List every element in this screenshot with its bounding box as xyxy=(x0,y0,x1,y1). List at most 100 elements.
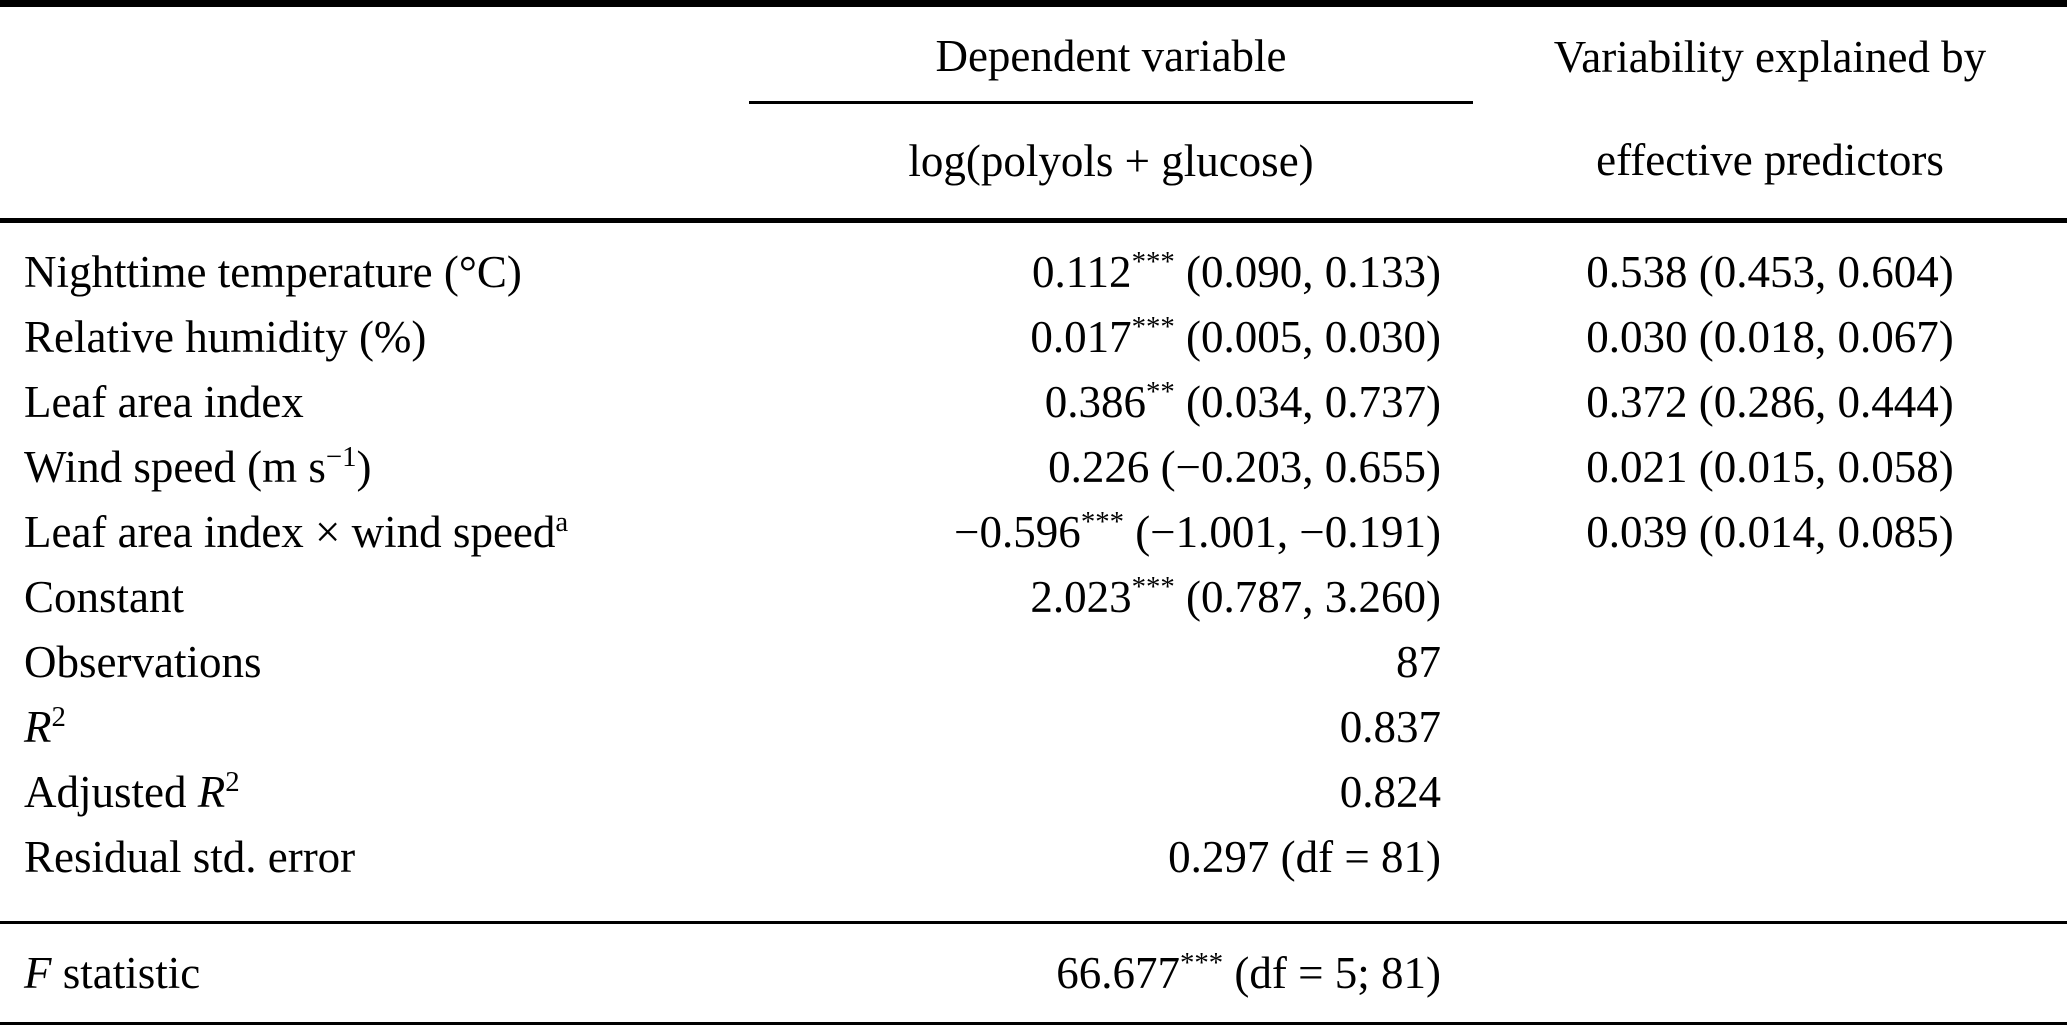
text: −0.596 xyxy=(954,506,1081,557)
text: Relative humidity (%) xyxy=(24,311,427,362)
text: 0.837 xyxy=(1339,701,1441,752)
text: 0.372 (0.286, 0.444) xyxy=(1586,376,1954,427)
text: 0.112 xyxy=(1031,246,1132,297)
coefficient-cell: 0.017*** (0.005, 0.030) xyxy=(749,304,1473,369)
row-label-cell: Residual std. error xyxy=(0,824,749,924)
text: 0.039 (0.014, 0.085) xyxy=(1586,506,1954,557)
header-empty-cell xyxy=(0,4,749,103)
row-label-cell: Leaf area index × wind speeda xyxy=(0,499,749,564)
text: 0.824 xyxy=(1339,766,1441,817)
variability-cell xyxy=(1473,759,2067,824)
table-footer: F statistic 66.677*** (df = 5; 81) xyxy=(0,923,2067,1025)
superscript: 2 xyxy=(51,700,66,733)
superscript: *** xyxy=(1179,947,1224,980)
table-row: F statistic 66.677*** (df = 5; 81) xyxy=(0,923,2067,1025)
variability-cell: 0.030 (0.018, 0.067) xyxy=(1473,304,2067,369)
italic-text: R xyxy=(24,701,52,752)
text: Wind speed (m s xyxy=(24,441,326,492)
text: 2.023 xyxy=(1030,571,1132,622)
table-row: R2 0.837 xyxy=(0,694,2067,759)
text: (0.005, 0.030) xyxy=(1174,311,1441,362)
table-row: Constant 2.023*** (0.787, 3.260) xyxy=(0,564,2067,629)
coefficient-cell: −0.596*** (−1.001, −0.191) xyxy=(749,499,1473,564)
text: Leaf area index xyxy=(24,376,304,427)
coefficient-cell: 2.023*** (0.787, 3.260) xyxy=(749,564,1473,629)
variability-cell xyxy=(1473,923,2067,1025)
table-row: Residual std. error 0.297 (df = 81) xyxy=(0,824,2067,924)
text: Nighttime temperature (°C) xyxy=(24,246,522,297)
variability-cell xyxy=(1473,824,2067,924)
table-row: Leaf area index 0.386** (0.034, 0.737) 0.3… xyxy=(0,369,2067,434)
superscript: *** xyxy=(1080,505,1125,538)
row-label-cell: Adjusted R2 xyxy=(0,759,749,824)
coefficient-cell: 66.677*** (df = 5; 81) xyxy=(749,923,1473,1025)
superscript: ** xyxy=(1145,375,1175,408)
variability-cell xyxy=(1473,629,2067,694)
coefficient-cell: 0.824 xyxy=(749,759,1473,824)
variability-cell: 0.372 (0.286, 0.444) xyxy=(1473,369,2067,434)
text: 0.297 (df = 81) xyxy=(1168,831,1441,882)
text: Residual std. error xyxy=(24,831,356,882)
text: 0.386 xyxy=(1044,376,1146,427)
superscript: *** xyxy=(1131,310,1175,343)
text: (0.034, 0.737) xyxy=(1174,376,1441,427)
text: (−1.001, −0.191) xyxy=(1124,506,1441,557)
table-row: Nighttime temperature (°C) 0.112*** (0.09… xyxy=(0,221,2067,305)
dependent-variable-header: Dependent variable xyxy=(749,3,1473,104)
text: 87 xyxy=(1396,636,1441,687)
text: (0.090, 0.133) xyxy=(1174,246,1441,297)
table-header: Dependent variable Variability explained… xyxy=(0,3,2067,223)
superscript: 2 xyxy=(225,765,240,798)
row-label-cell: Wind speed (m s−1) xyxy=(0,434,749,499)
superscript: *** xyxy=(1131,245,1175,278)
table-row: Wind speed (m s−1) 0.226 (−0.203, 0.655) 0… xyxy=(0,434,2067,499)
text: (0.787, 3.260) xyxy=(1174,571,1441,622)
coefficient-cell: 0.226 (−0.203, 0.655) xyxy=(749,434,1473,499)
text: 66.677 xyxy=(1056,948,1180,998)
row-label-cell: R2 xyxy=(0,694,749,759)
superscript: −1 xyxy=(325,440,357,473)
table-body: Nighttime temperature (°C) 0.112*** (0.09… xyxy=(0,221,2067,924)
variability-cell xyxy=(1473,564,2067,629)
row-label-cell: Leaf area index xyxy=(0,369,749,434)
coefficient-cell: 0.297 (df = 81) xyxy=(749,824,1473,924)
row-label-cell: Nighttime temperature (°C) xyxy=(0,221,749,305)
variability-cell xyxy=(1473,694,2067,759)
text: 0.538 (0.453, 0.604) xyxy=(1586,246,1954,297)
variability-cell: 0.538 (0.453, 0.604) xyxy=(1473,221,2067,305)
coefficient-cell: 0.112*** (0.090, 0.133) xyxy=(749,221,1473,305)
text: Adjusted xyxy=(24,766,198,817)
text: Leaf area index × wind speed xyxy=(24,506,556,557)
row-label-cell: F statistic xyxy=(0,923,749,1025)
text: 0.030 (0.018, 0.067) xyxy=(1586,311,1954,362)
table-row: Relative humidity (%) 0.017*** (0.005, 0.… xyxy=(0,304,2067,369)
text: Constant xyxy=(24,571,185,622)
row-label-cell: Constant xyxy=(0,564,749,629)
variability-header-line2: effective predictors xyxy=(1473,102,2067,223)
row-label-cell: Relative humidity (%) xyxy=(0,304,749,369)
text: 0.021 (0.015, 0.058) xyxy=(1586,441,1954,492)
superscript: *** xyxy=(1131,570,1175,603)
table-row: Leaf area index × wind speeda −0.596*** (… xyxy=(0,499,2067,564)
coefficient-cell: 0.837 xyxy=(749,694,1473,759)
text: statistic xyxy=(51,948,201,998)
row-label-cell: Observations xyxy=(0,629,749,694)
italic-text: R xyxy=(197,766,226,817)
table-row: Observations 87 xyxy=(0,629,2067,694)
coefficient-cell: 0.386** (0.034, 0.737) xyxy=(749,369,1473,434)
header-row-1: Dependent variable Variability explained… xyxy=(0,3,2067,104)
table-row: Adjusted R2 0.824 xyxy=(0,759,2067,824)
header-row-2: log(polyols + glucose) effective predict… xyxy=(0,102,2067,223)
italic-text: F xyxy=(24,948,52,998)
text: 0.017 xyxy=(1030,311,1132,362)
text: ) xyxy=(356,441,372,492)
coefficient-cell: 87 xyxy=(749,629,1473,694)
header-empty-cell xyxy=(0,102,749,223)
dependent-variable-subheader: log(polyols + glucose) xyxy=(749,102,1473,223)
variability-cell: 0.021 (0.015, 0.058) xyxy=(1473,434,2067,499)
text: 0.226 (−0.203, 0.655) xyxy=(1048,441,1441,492)
text: (df = 5; 81) xyxy=(1223,948,1441,998)
text: Observations xyxy=(24,636,262,687)
